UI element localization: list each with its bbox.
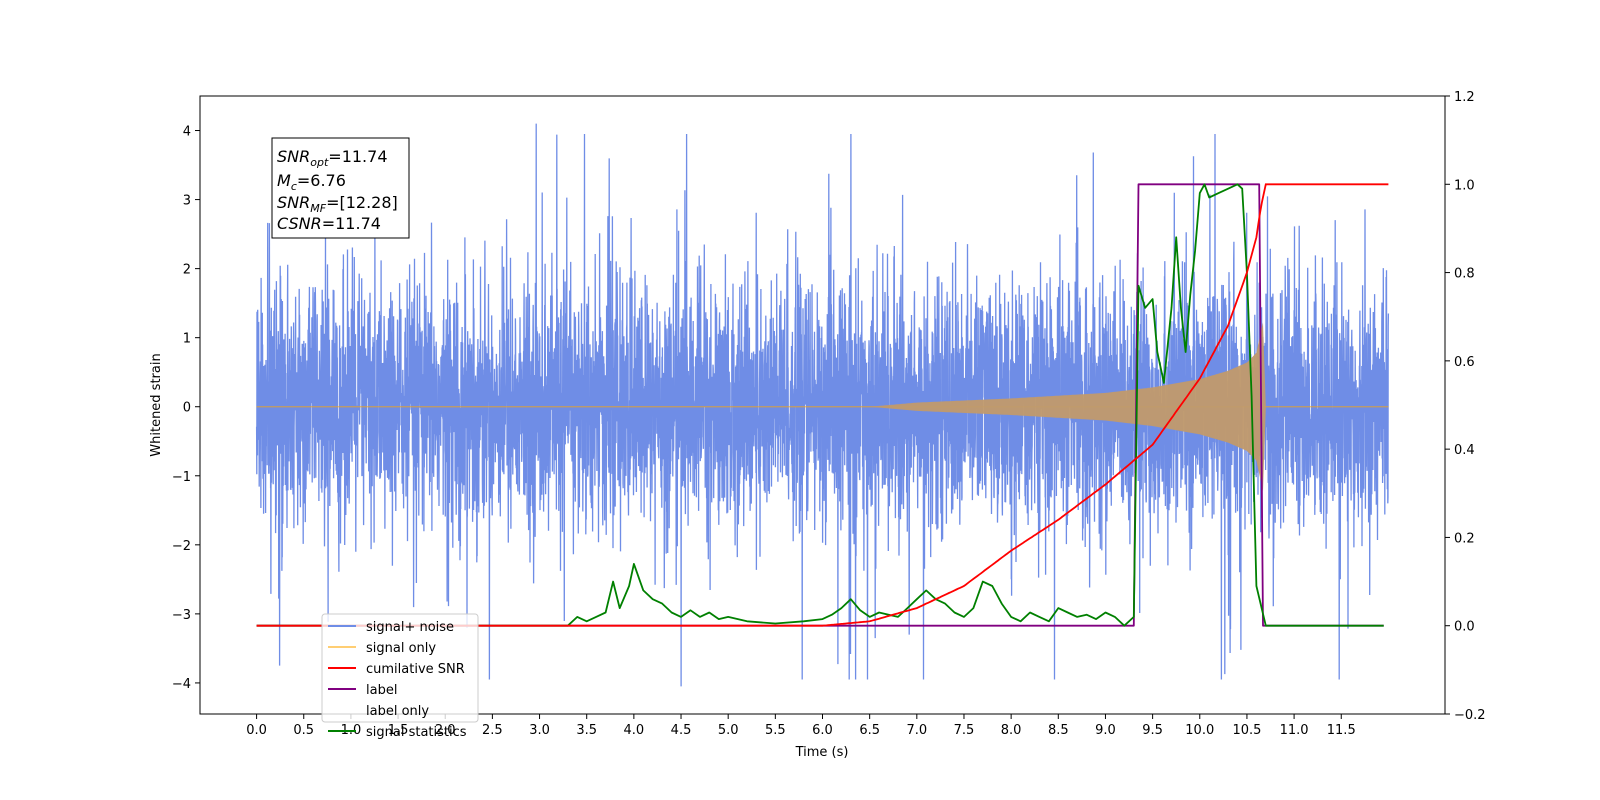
x-tick-label: 2.0 xyxy=(435,723,456,738)
annotation-line-mc: Mc=6.76 xyxy=(277,171,346,193)
y-axis-label: Whitened strain xyxy=(149,353,164,456)
y2-tick-label: 0.0 xyxy=(1454,620,1475,635)
y2-tick-label: 0.4 xyxy=(1454,443,1475,458)
annotation-symbol: CSNR xyxy=(277,214,322,233)
y-tick-label: 0 xyxy=(183,401,191,416)
y2-tick-label: −0.2 xyxy=(1454,708,1486,723)
series-line-signal-statistics xyxy=(256,183,1384,627)
legend: signal+ noise signal only cumilative SNR la… xyxy=(321,613,479,740)
series-line-signal-noise xyxy=(255,123,1390,687)
y2-tick-label: 1.2 xyxy=(1454,90,1475,105)
x-tick-label: 11.0 xyxy=(1280,723,1309,738)
data-layer xyxy=(255,123,1390,687)
x-tick-label: 3.5 xyxy=(576,723,597,738)
y2-tick-label: 1.0 xyxy=(1454,178,1475,193)
y-tick-label: −4 xyxy=(172,677,191,692)
x-tick-label: 5.5 xyxy=(765,723,786,738)
x-tick-label: 9.5 xyxy=(1142,723,1163,738)
x-tick-label: 7.0 xyxy=(906,723,927,738)
x-tick-label: 7.5 xyxy=(954,723,975,738)
x-tick-label: 4.0 xyxy=(624,723,645,738)
legend-entry-signal-statistics: signal statistics xyxy=(366,725,467,740)
y-tick-label: 4 xyxy=(183,125,191,140)
annotation-value: =6.76 xyxy=(297,171,346,190)
annotation-subscript: c xyxy=(291,180,297,193)
legend-entry-label-only: label only xyxy=(366,704,429,719)
y-tick-label: 2 xyxy=(183,263,191,278)
legend-entry-label: label xyxy=(366,683,397,698)
annotation-value: =11.74 xyxy=(322,214,381,233)
y2-tick-label: 0.8 xyxy=(1454,267,1475,282)
y2-tick-label: 0.6 xyxy=(1454,355,1475,370)
x-tick-label: 0.5 xyxy=(293,723,314,738)
annotation-line-snr-mf: SNRMF=[12.28] xyxy=(277,193,398,215)
x-tick-label: 10.0 xyxy=(1185,723,1214,738)
annotation-line-csnr: CSNR=11.74 xyxy=(277,214,381,233)
annotation-value: =[12.28] xyxy=(326,193,398,212)
annotation-value: =11.74 xyxy=(328,147,387,166)
annotation-subscript: MF xyxy=(310,202,326,215)
y2-tick-label: 0.2 xyxy=(1454,531,1475,546)
legend-entry-signal-noise: signal+ noise xyxy=(366,620,454,635)
x-tick-label: 11.5 xyxy=(1327,723,1356,738)
y-tick-label: −2 xyxy=(172,539,191,554)
y-tick-label: −3 xyxy=(172,608,191,623)
annotation-frame xyxy=(271,137,410,239)
legend-entry-signal-only: signal only xyxy=(366,641,436,656)
annotation-symbol: SNR xyxy=(277,147,310,166)
annotation-line-snr-opt: SNRopt=11.74 xyxy=(277,147,388,169)
x-tick-label: 2.5 xyxy=(482,723,503,738)
annotation-subscript: opt xyxy=(310,156,329,169)
y-tick-label: −1 xyxy=(172,470,191,485)
x-axis-label: Time (s) xyxy=(795,745,849,760)
series-area-signal-only xyxy=(869,322,1266,491)
x-tick-label: 1.5 xyxy=(388,723,409,738)
y-tick-label: 1 xyxy=(183,332,191,347)
legend-entry-cumulative-snr: cumilative SNR xyxy=(366,662,465,677)
x-tick-label: 8.5 xyxy=(1048,723,1069,738)
annotation-symbol: M xyxy=(277,171,291,190)
x-tick-label: 0.0 xyxy=(246,723,267,738)
x-tick-label: 10.5 xyxy=(1232,723,1261,738)
x-tick-label: 9.0 xyxy=(1095,723,1116,738)
legend-frame xyxy=(321,613,479,723)
y-tick-label: 3 xyxy=(183,194,191,209)
x-tick-label: 6.5 xyxy=(859,723,880,738)
axes-layer: 0.0 0.5 1.0 1.5 2.0 2.5 3.0 3.5 4.0 4.5 5.0 5.5 6.0 6… xyxy=(172,90,1486,738)
x-tick-label: 3.0 xyxy=(529,723,550,738)
x-tick-label: 6.0 xyxy=(812,723,833,738)
x-tick-label: 8.0 xyxy=(1001,723,1022,738)
annotation-symbol: SNR xyxy=(277,193,310,212)
x-tick-label: 4.5 xyxy=(671,723,692,738)
x-tick-label: 5.0 xyxy=(718,723,739,738)
annotation-box: SNRopt=11.74 Mc=6.76 SNRMF=[12.28] CSNR=… xyxy=(271,137,410,239)
